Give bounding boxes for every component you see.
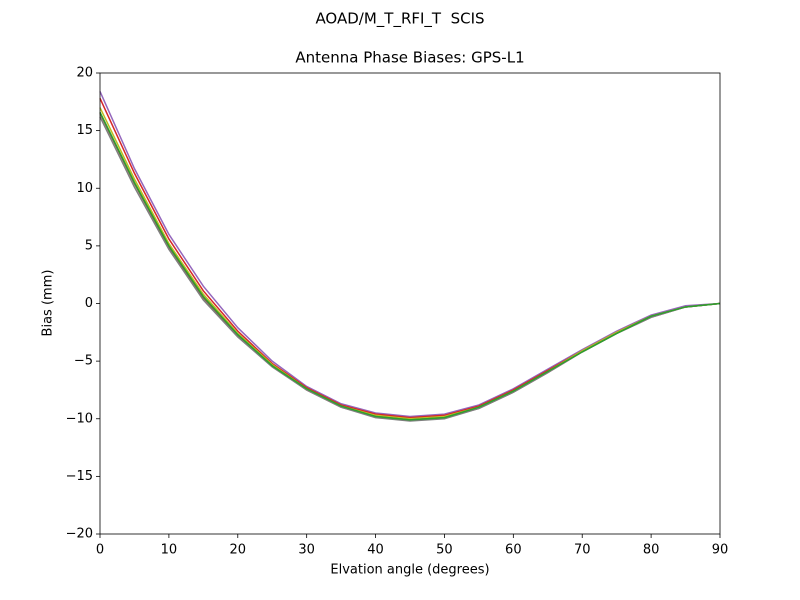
- x-tick-label: 0: [96, 543, 104, 558]
- y-tick-label: −5: [74, 354, 93, 369]
- y-tick-label: 10: [76, 181, 93, 196]
- y-tick-label: 0: [85, 296, 93, 311]
- y-axis-label: Bias (mm): [41, 270, 56, 337]
- x-tick-label: 10: [161, 543, 178, 558]
- plot-frame: [99, 72, 721, 535]
- y-tick-label: 20: [76, 66, 93, 81]
- y-tick-label: −20: [66, 527, 93, 542]
- series-line: [99, 107, 721, 420]
- x-tick-label: 60: [505, 543, 522, 558]
- chart-suptitle: AOAD/M_T_RFI_T SCIS: [315, 10, 484, 29]
- y-tick-label: 15: [76, 123, 93, 138]
- x-axis-label: Elvation angle (degrees): [330, 563, 489, 578]
- chart-title: Antenna Phase Biases: GPS-L1: [295, 49, 524, 67]
- x-tick-label: 90: [712, 543, 729, 558]
- series-line: [99, 91, 721, 418]
- x-tick-label: 40: [367, 543, 384, 558]
- x-tick-label: 30: [298, 543, 315, 558]
- y-tick-label: 5: [85, 238, 93, 253]
- x-tick-label: 50: [436, 543, 453, 558]
- y-tick-label: −15: [66, 469, 93, 484]
- y-tick-label: −10: [66, 411, 93, 426]
- series-line: [99, 111, 721, 421]
- x-tick-label: 80: [643, 543, 660, 558]
- x-tick-label: 20: [230, 543, 247, 558]
- x-tick-label: 70: [574, 543, 591, 558]
